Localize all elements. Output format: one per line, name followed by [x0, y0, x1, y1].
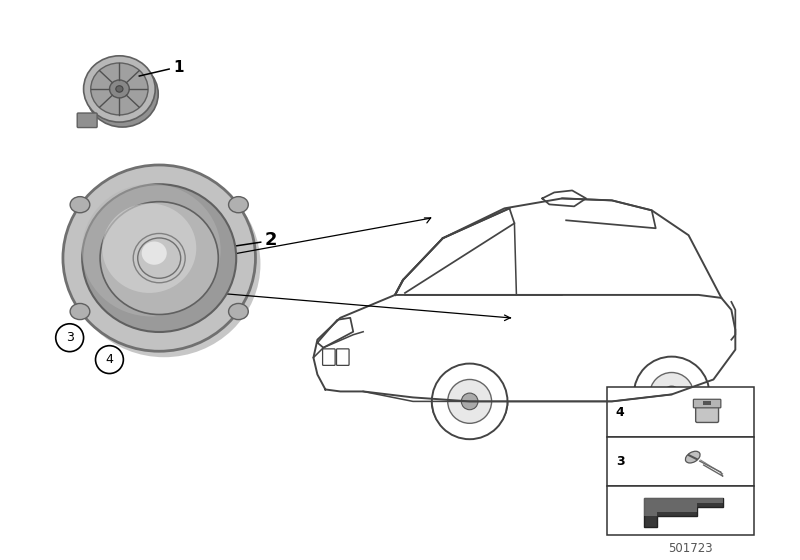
Circle shape	[56, 324, 83, 352]
Circle shape	[95, 346, 123, 374]
Text: 4: 4	[106, 353, 114, 366]
Polygon shape	[644, 498, 723, 516]
Ellipse shape	[70, 304, 90, 320]
Circle shape	[634, 357, 710, 432]
Polygon shape	[644, 498, 723, 528]
Ellipse shape	[100, 202, 218, 315]
Ellipse shape	[142, 241, 166, 265]
Ellipse shape	[70, 197, 90, 213]
Circle shape	[462, 393, 478, 410]
Ellipse shape	[110, 80, 130, 98]
Bar	[703, 401, 711, 405]
Ellipse shape	[82, 184, 236, 332]
Text: 2: 2	[265, 231, 277, 249]
FancyBboxPatch shape	[322, 349, 335, 365]
Ellipse shape	[83, 56, 155, 122]
Ellipse shape	[102, 203, 196, 293]
Bar	[607, 437, 754, 486]
Text: 3: 3	[66, 331, 74, 344]
FancyBboxPatch shape	[696, 402, 718, 422]
Circle shape	[663, 386, 680, 403]
Circle shape	[432, 363, 507, 439]
Ellipse shape	[86, 61, 158, 127]
Ellipse shape	[90, 63, 148, 115]
Ellipse shape	[68, 171, 261, 357]
Ellipse shape	[229, 197, 248, 213]
Circle shape	[650, 372, 694, 417]
Ellipse shape	[138, 238, 181, 278]
FancyBboxPatch shape	[694, 399, 721, 408]
Ellipse shape	[82, 184, 221, 316]
Text: 1: 1	[173, 59, 184, 74]
Text: 501723: 501723	[668, 542, 713, 555]
Bar	[607, 388, 754, 437]
FancyBboxPatch shape	[337, 349, 349, 365]
Ellipse shape	[686, 451, 700, 463]
Circle shape	[448, 380, 491, 423]
Ellipse shape	[229, 304, 248, 320]
Bar	[607, 486, 754, 535]
Text: 4: 4	[616, 405, 625, 418]
Ellipse shape	[63, 165, 255, 351]
Ellipse shape	[116, 86, 123, 92]
Text: 3: 3	[616, 455, 625, 468]
FancyBboxPatch shape	[78, 113, 97, 128]
